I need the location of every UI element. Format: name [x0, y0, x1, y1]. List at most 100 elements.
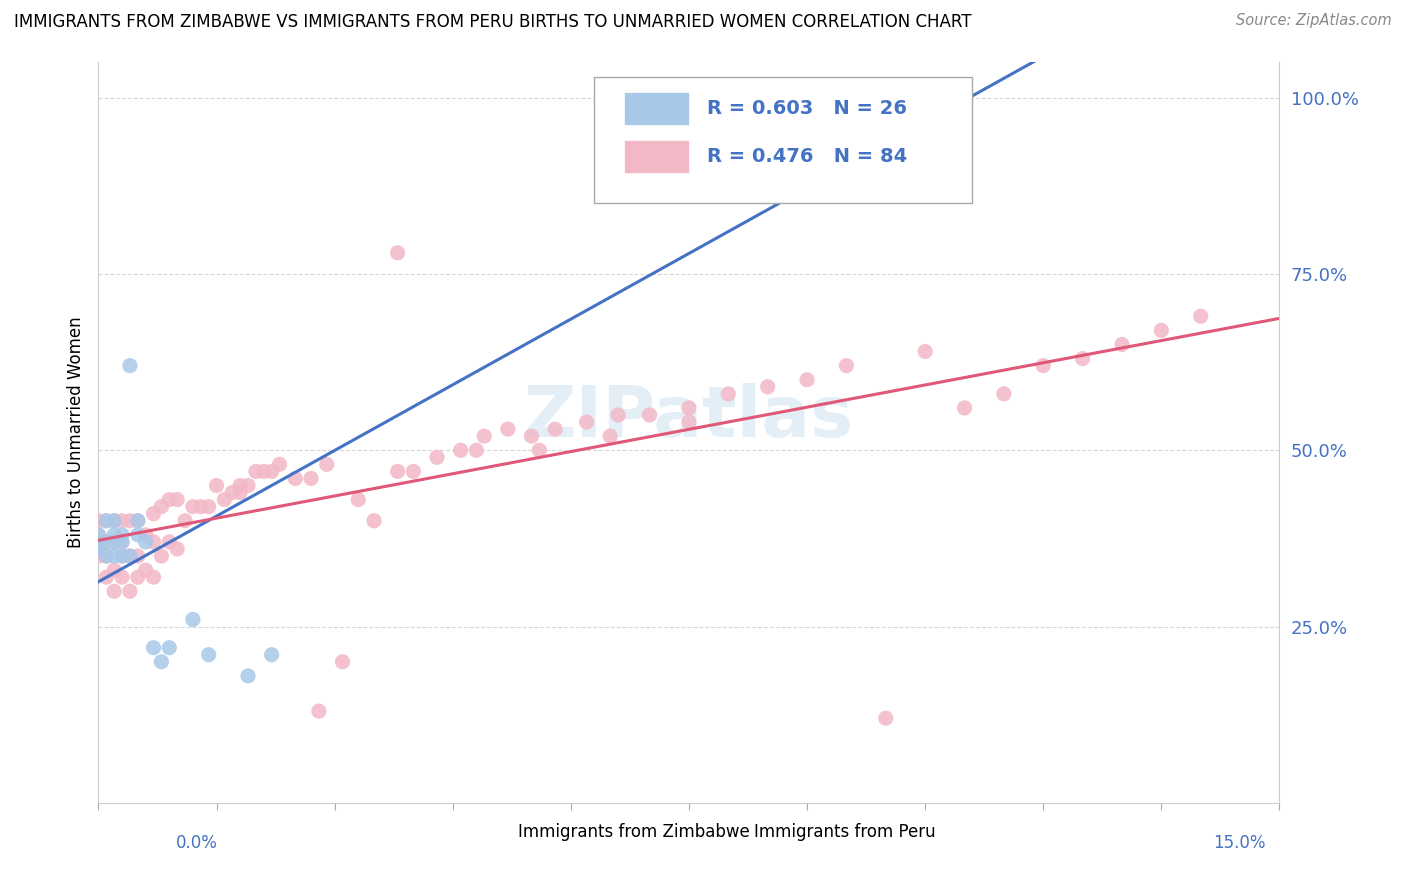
Point	[575, 415, 598, 429]
Point	[111, 535, 134, 549]
Point	[796, 373, 818, 387]
Point	[135, 563, 157, 577]
Point	[87, 535, 110, 549]
Point	[166, 492, 188, 507]
Point	[111, 570, 134, 584]
Point	[135, 528, 157, 542]
Y-axis label: Births to Unmarried Women: Births to Unmarried Women	[66, 317, 84, 549]
Point	[118, 549, 141, 563]
Point	[181, 612, 204, 626]
Point	[529, 443, 551, 458]
Point	[214, 492, 236, 507]
Point	[756, 380, 779, 394]
Point	[87, 541, 110, 556]
Point	[197, 500, 219, 514]
Point	[96, 535, 118, 549]
Point	[1150, 323, 1173, 337]
Point	[118, 514, 141, 528]
Point	[607, 408, 630, 422]
Point	[87, 549, 110, 563]
Point	[363, 514, 385, 528]
Point	[96, 535, 118, 549]
Point	[118, 359, 141, 373]
Point	[96, 549, 118, 563]
Point	[166, 541, 188, 556]
Point	[103, 514, 125, 528]
Point	[150, 655, 173, 669]
Point	[103, 514, 125, 528]
Point	[253, 464, 276, 478]
Text: 0.0%: 0.0%	[176, 834, 218, 852]
Point	[96, 514, 118, 528]
Point	[103, 584, 125, 599]
Point	[284, 471, 307, 485]
Point	[496, 422, 519, 436]
Point	[205, 478, 228, 492]
Point	[835, 359, 858, 373]
Point	[181, 500, 204, 514]
Point	[678, 415, 700, 429]
FancyBboxPatch shape	[624, 92, 689, 126]
Point	[678, 401, 700, 415]
Point	[197, 648, 219, 662]
Point	[142, 507, 165, 521]
Point	[103, 563, 125, 577]
FancyBboxPatch shape	[713, 822, 742, 844]
Point	[127, 570, 149, 584]
Point	[599, 429, 621, 443]
Point	[245, 464, 267, 478]
Point	[111, 528, 134, 542]
Point	[387, 245, 409, 260]
Text: R = 0.476   N = 84: R = 0.476 N = 84	[707, 147, 907, 166]
Point	[87, 528, 110, 542]
Point	[111, 549, 134, 563]
Point	[118, 549, 141, 563]
Point	[135, 535, 157, 549]
Point	[332, 655, 354, 669]
Point	[142, 640, 165, 655]
Point	[118, 584, 141, 599]
Text: R = 0.603   N = 26: R = 0.603 N = 26	[707, 99, 907, 119]
Point	[111, 535, 134, 549]
Point	[299, 471, 322, 485]
Point	[127, 514, 149, 528]
Point	[426, 450, 449, 465]
Point	[96, 514, 118, 528]
Point	[150, 500, 173, 514]
Point	[472, 429, 495, 443]
Text: ZIPatlas: ZIPatlas	[524, 384, 853, 452]
Point	[221, 485, 243, 500]
FancyBboxPatch shape	[477, 822, 506, 844]
Point	[387, 464, 409, 478]
Point	[150, 549, 173, 563]
FancyBboxPatch shape	[624, 140, 689, 173]
Point	[103, 535, 125, 549]
Point	[111, 549, 134, 563]
Point	[96, 570, 118, 584]
Point	[127, 528, 149, 542]
Point	[875, 711, 897, 725]
Point	[1111, 337, 1133, 351]
Point	[1189, 310, 1212, 324]
Text: IMMIGRANTS FROM ZIMBABWE VS IMMIGRANTS FROM PERU BIRTHS TO UNMARRIED WOMEN CORRE: IMMIGRANTS FROM ZIMBABWE VS IMMIGRANTS F…	[14, 13, 972, 31]
Point	[914, 344, 936, 359]
Point	[111, 514, 134, 528]
Point	[1032, 359, 1054, 373]
Point	[96, 549, 118, 563]
Point	[87, 514, 110, 528]
Point	[157, 640, 180, 655]
Point	[717, 387, 740, 401]
Text: 15.0%: 15.0%	[1213, 834, 1265, 852]
Point	[623, 119, 645, 133]
Point	[402, 464, 425, 478]
Point	[127, 549, 149, 563]
Point	[465, 443, 488, 458]
Point	[236, 478, 259, 492]
Point	[229, 478, 252, 492]
Point	[1071, 351, 1094, 366]
Text: Immigrants from Peru: Immigrants from Peru	[754, 823, 935, 841]
Point	[450, 443, 472, 458]
Point	[638, 408, 661, 422]
Point	[953, 401, 976, 415]
Point	[127, 514, 149, 528]
